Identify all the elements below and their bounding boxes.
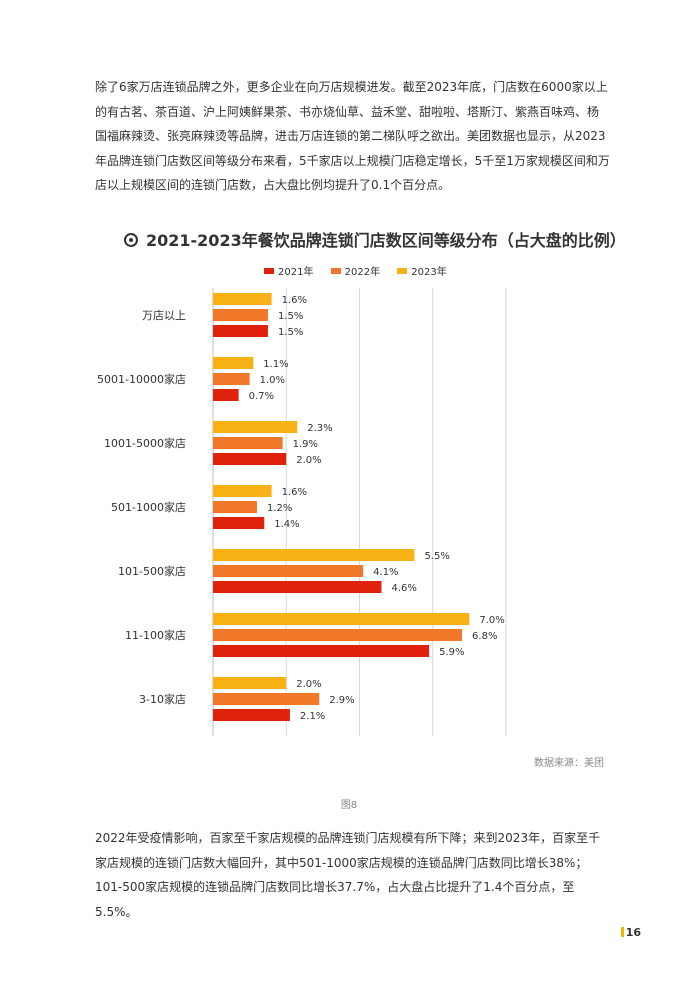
data-label: 1.5% <box>278 311 303 322</box>
bar <box>213 581 382 593</box>
data-label: 1.0% <box>260 375 285 386</box>
figure-caption: 图8 <box>340 800 358 811</box>
category-label: 3-10家店 <box>139 692 186 706</box>
data-label: 1.5% <box>278 327 303 338</box>
category-label: 万店以上 <box>142 308 186 322</box>
legend-swatch-2022 <box>330 268 341 274</box>
x-tick-label: 6% <box>425 749 441 750</box>
x-tick-label: 8% <box>498 749 514 750</box>
bar <box>213 453 287 465</box>
category-label: 501-1000家店 <box>111 500 186 514</box>
data-label: 1.6% <box>282 487 307 498</box>
chart-legend: 2021年 2022年 2023年 <box>264 263 461 278</box>
bar <box>213 293 272 305</box>
legend-swatch-2023 <box>397 268 408 274</box>
bar-chart: 0% 2% 4% 6% 8% 万店以上 1.6% 1.5% 1.5% 5001-10000家店 1.… <box>97 288 514 750</box>
bar <box>213 437 283 449</box>
category-label: 5001-10000家店 <box>97 372 186 386</box>
bar <box>213 421 298 433</box>
bar <box>213 549 415 561</box>
data-label: 1.6% <box>282 295 307 306</box>
bar <box>213 693 320 705</box>
data-label: 4.1% <box>373 567 398 578</box>
bar <box>213 565 364 577</box>
data-label: 6.8% <box>472 631 497 642</box>
category-label: 11-100家店 <box>125 628 186 642</box>
legend-swatch-2021 <box>264 268 274 274</box>
data-label: 0.7% <box>249 391 274 402</box>
bar <box>213 629 463 641</box>
chart-title: 2021-2023年餐饮品牌连锁门店数区间等级分布（占大盘的比例） <box>124 227 626 251</box>
legend-item-2023: 2023年 <box>397 263 447 278</box>
data-label: 2.9% <box>329 695 354 706</box>
data-label: 5.5% <box>424 551 449 562</box>
category-label: 1001-5000家店 <box>104 436 186 450</box>
x-tick-label: 4% <box>352 749 368 750</box>
data-label: 4.6% <box>391 583 416 594</box>
bar <box>213 613 470 625</box>
data-label: 1.4% <box>274 519 299 530</box>
bar <box>213 645 430 657</box>
chart-title-text: 2021-2023年餐饮品牌连锁门店数区间等级分布（占大盘的比例） <box>146 231 626 250</box>
data-label: 1.9% <box>293 439 318 450</box>
target-icon <box>124 232 138 247</box>
bar <box>213 485 272 497</box>
data-label: 2.1% <box>300 711 325 722</box>
bar <box>213 709 290 721</box>
data-label: 2.0% <box>296 679 321 690</box>
bar <box>213 677 287 689</box>
data-label: 1.2% <box>267 503 292 514</box>
bar <box>213 325 268 337</box>
data-label: 2.0% <box>296 455 321 466</box>
legend-item-2021: 2021年 <box>264 263 313 278</box>
legend-item-2022: 2022年 <box>330 263 380 278</box>
page-marker <box>620 927 624 937</box>
data-label: 2.3% <box>307 423 332 434</box>
bar <box>213 373 250 385</box>
intro-paragraph: 除了6家万店连锁品牌之外，更多企业在向万店规模进发。截至2023年底，门店数在6… <box>95 80 610 192</box>
x-tick-label: 2% <box>278 749 294 750</box>
data-label: 5.9% <box>439 647 464 658</box>
bar <box>213 501 257 513</box>
data-label: 7.0% <box>479 615 504 626</box>
x-tick-label: 0% <box>205 749 221 750</box>
page-number: 16 <box>620 926 641 939</box>
bar <box>213 357 254 369</box>
bar <box>213 517 265 529</box>
data-source: 数据来源：美团 <box>534 758 604 769</box>
analysis-paragraph: 2022年受疫情影响，百家至千家店规模的品牌连锁门店规模有所下降；来到2023年… <box>95 831 601 919</box>
bar <box>213 389 239 401</box>
category-label: 101-500家店 <box>118 564 186 578</box>
bar <box>213 309 268 321</box>
data-label: 1.1% <box>263 359 288 370</box>
